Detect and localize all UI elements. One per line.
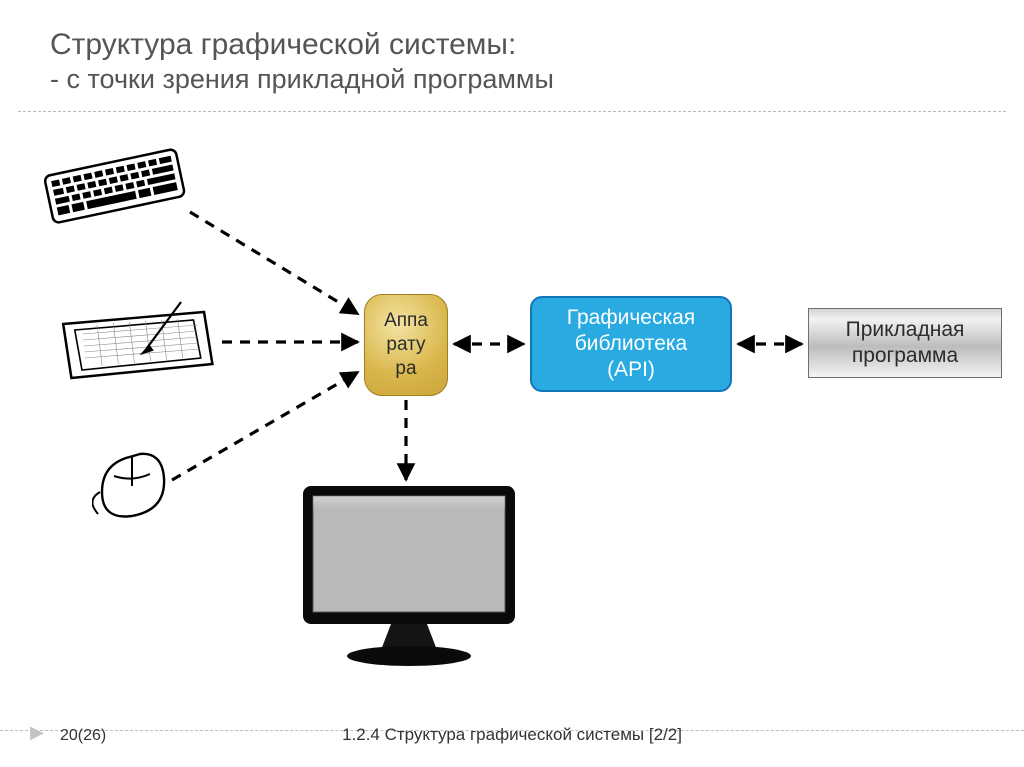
node-api-label: Графическая библиотека (API) [567, 305, 695, 384]
slide-title: Структура графической системы: - с точки… [0, 0, 1024, 111]
edge-keyboard-hw [190, 212, 358, 314]
node-hardware: Аппа рату ра [364, 294, 448, 396]
node-app-label: Прикладная программа [846, 317, 965, 370]
arrows-layer [0, 128, 1024, 688]
node-api: Графическая библиотека (API) [530, 296, 732, 392]
diagram-canvas: Аппа рату ра Графическая библиотека (API… [0, 128, 1024, 688]
node-hardware-label: Аппа рату ра [384, 309, 428, 380]
slide-footer: ▶ 20(26) 1.2.4 Структура графической сис… [0, 730, 1024, 767]
edge-mouse-hw [172, 372, 358, 480]
footer-section: 1.2.4 Структура графической системы [2/2… [0, 725, 1024, 745]
title-line1: Структура графической системы: [50, 28, 974, 62]
title-divider [18, 111, 1006, 112]
node-app: Прикладная программа [808, 308, 1002, 378]
title-line2: - с точки зрения прикладной программы [50, 64, 974, 95]
